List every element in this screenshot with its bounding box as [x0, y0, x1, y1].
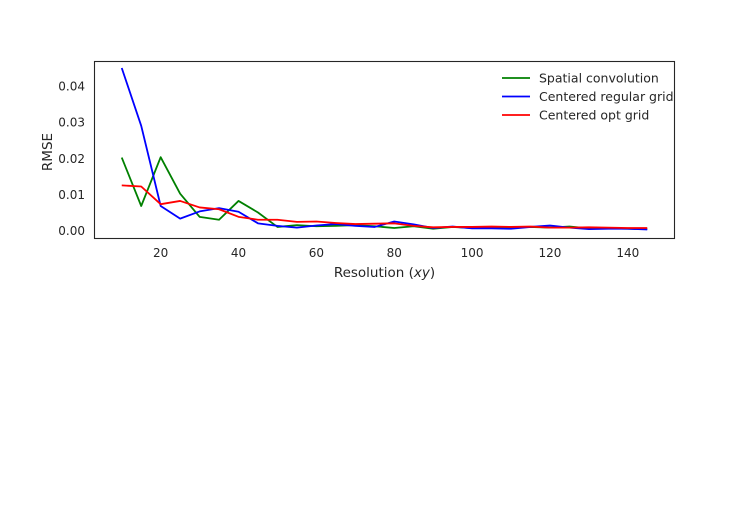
plot-background	[94, 61, 675, 239]
y-tick-label: 0.04	[58, 80, 85, 94]
y-tick-label: 0.03	[58, 116, 85, 130]
x-tick-label: 20	[153, 246, 168, 260]
x-axis-label: Resolution (xy)	[334, 265, 435, 281]
x-tick-label: 100	[461, 246, 484, 260]
y-tick-labels: 0.00 0.01 0.02 0.03 0.04	[58, 80, 85, 238]
x-tick-label: 60	[309, 246, 324, 260]
legend-label-centered-opt-grid: Centered opt grid	[539, 108, 649, 123]
legend-label-centered-regular-grid: Centered regular grid	[539, 89, 674, 104]
series-lines	[120, 67, 648, 231]
y-tick-label: 0.01	[58, 188, 85, 202]
legend-label-spatial-convolution: Spatial convolution	[539, 71, 659, 86]
x-tick-label: 140	[616, 246, 639, 260]
x-tick-label: 120	[538, 246, 561, 260]
y-tick-label: 0.00	[58, 224, 85, 238]
legend: Spatial convolution Centered regular grid…	[502, 71, 674, 123]
y-tick-label: 0.02	[58, 152, 85, 166]
x-tick-label: 40	[231, 246, 246, 260]
plot-frame	[93, 60, 676, 240]
y-axis-label: RMSE	[40, 133, 56, 171]
x-tick-label: 80	[387, 246, 402, 260]
series-line-centered-opt-grid	[121, 184, 648, 229]
plot-area	[94, 61, 675, 239]
x-tick-labels: 20 40 60 80 100 120 140	[153, 246, 639, 260]
